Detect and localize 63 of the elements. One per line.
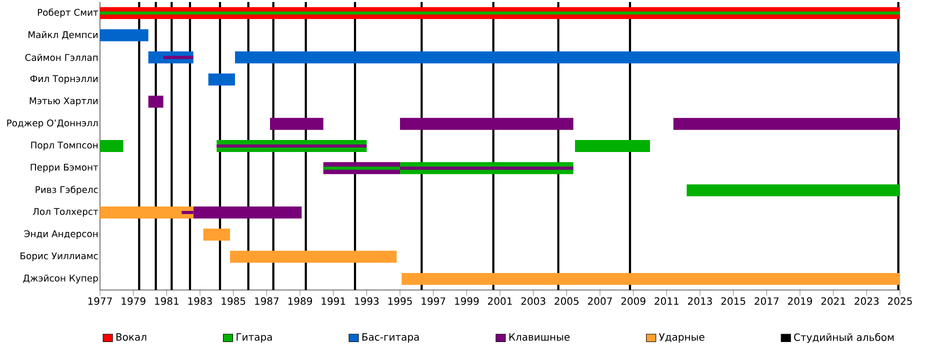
x-tick-label: 2013 [688,297,712,305]
x-tick-label: 1979 [122,297,146,305]
x-tick-label: 2021 [821,297,846,305]
bar [323,166,400,170]
legend-label: Студийный альбом [794,333,894,343]
x-tick-label: 2019 [788,297,812,305]
x-tick-label: 1983 [188,297,212,305]
legend-label: Ударные [658,333,704,343]
y-tick-label: Перри Бэмонт [30,164,98,172]
bar [575,140,650,152]
x-tick-label: 1995 [388,297,412,305]
y-tick-label: Джэйсон Купер [23,274,98,284]
x-tick-label: 2007 [588,297,612,305]
x-tick-label: 1993 [355,297,379,305]
x-tick-label: 2017 [754,297,779,305]
y-tick-label: Мэтью Хартли [30,97,98,106]
bar [686,184,900,196]
legend-label: Гитара [236,333,272,343]
bar [100,140,124,152]
x-tick-label: 2009 [621,297,646,305]
x-tick-label: 1985 [222,297,246,305]
bar [270,118,324,130]
y-tick-label: Роберт Смит [38,8,98,18]
x-tick-label: 2005 [554,297,579,305]
bar [400,118,574,130]
x-tick-label: 2003 [521,297,546,305]
bar [203,228,230,241]
bar [673,118,900,130]
bar [163,56,194,59]
bar [148,96,164,108]
bar [100,206,194,218]
x-tick-label: 2015 [721,297,746,305]
x-tick-label: 1981 [155,297,178,305]
y-tick-label: Энди Андерсон [24,230,98,239]
x-tick-label: 1989 [288,297,312,305]
y-tick-label: Лол Толхерст [32,208,98,217]
bar [216,144,367,148]
bar [230,250,397,263]
x-tick-label: 2023 [854,297,879,305]
bar [208,74,235,86]
y-tick-label: Борис Уиллиамс [20,252,98,262]
x-tick-label: 1991 [322,297,346,305]
x-tick-label: 1999 [455,297,479,305]
y-tick-label: Роджер О’Доннэлл [7,119,98,128]
y-tick-label: Майкл Демпси [28,31,98,40]
x-tick-label: 2001 [488,297,512,305]
legend-label: Бас-гитара [362,333,419,343]
x-tick-label: 1987 [255,297,279,305]
bar [100,29,148,42]
x-tick-label: 1977 [88,297,112,305]
y-tick-label: Порл Томпсон [31,142,98,150]
y-tick-label: Ривз Гэбрелс [36,186,98,195]
legend-label: Клавишные [509,333,570,341]
bar [234,51,900,64]
y-tick-label: Фил Торнэлли [30,75,98,84]
bar [402,272,900,285]
x-tick-label: 2011 [654,297,678,305]
bar [400,166,574,170]
x-tick-label: 1997 [422,297,446,305]
legend-label: Вокал [116,333,146,341]
y-tick-label: Саймон Гэллап [25,54,98,61]
bar [100,12,900,15]
x-tick-label: 2025 [888,297,912,305]
